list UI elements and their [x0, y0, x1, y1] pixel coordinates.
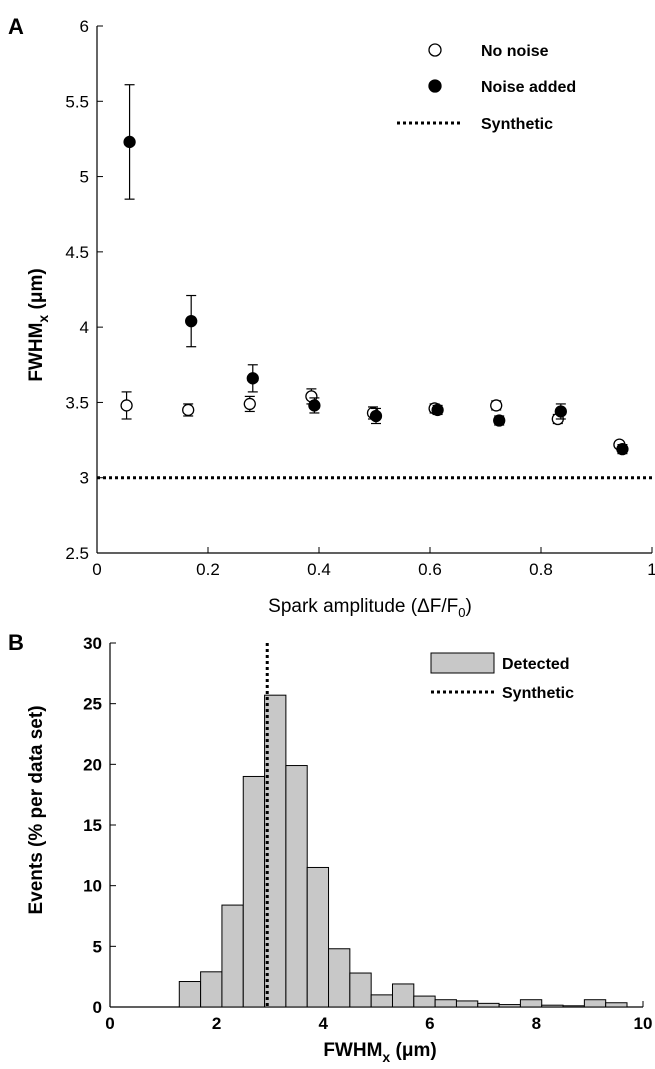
histogram-bar	[477, 1002, 500, 1008]
histogram-bar	[221, 904, 244, 1008]
panel-a-x-tick-label: 1	[647, 560, 655, 579]
point-no-noise	[243, 397, 256, 411]
panel-a-y-tick-label: 2.5	[65, 544, 89, 563]
panel-b-y-tick-label: 30	[83, 634, 102, 653]
point-noise-added	[246, 372, 259, 385]
panel-b-x-tick-label: 4	[318, 1014, 328, 1033]
legend-noise-added-marker	[428, 79, 442, 93]
point-noise-added	[616, 442, 629, 456]
histogram-bar	[349, 972, 372, 1008]
panel-b-y-tick-label: 20	[83, 755, 102, 774]
histogram-bar	[306, 866, 330, 1008]
point-noise-added	[185, 314, 198, 328]
legend-detected-label: Detected	[502, 656, 570, 673]
point-noise-added	[308, 399, 321, 412]
panel-b-x-tick-label: 6	[425, 1014, 434, 1033]
legend-no-noise-label: No noise	[481, 43, 549, 60]
panel-b-y-tick-label: 15	[83, 816, 102, 835]
panel-b-y-tick-label: 10	[83, 877, 102, 896]
legend-synthetic-label-b: Synthetic	[502, 685, 574, 702]
histogram-bar	[541, 1004, 564, 1008]
point-no-noise	[182, 403, 195, 417]
histogram-bar	[455, 1000, 479, 1008]
histogram-bar	[519, 999, 543, 1008]
histogram-bar	[562, 1005, 585, 1008]
histogram-bar	[328, 948, 351, 1008]
point-noise-added	[554, 405, 567, 418]
panel-b-plot	[178, 643, 628, 1008]
panel-b-x-tick-label: 8	[532, 1014, 541, 1033]
legend-synthetic-label-a: Synthetic	[481, 116, 553, 133]
histogram-bar	[434, 999, 457, 1008]
panel-b-xlabel: FWHMx (μm)	[323, 1040, 436, 1065]
histogram-bar	[605, 1002, 628, 1008]
panel-b-legend: Detected Synthetic	[430, 652, 574, 702]
panel-b-x-tick-label: 0	[105, 1014, 114, 1033]
point-no-noise	[490, 399, 503, 412]
histogram-bar	[370, 994, 393, 1008]
panel-b-x-tick-label: 10	[634, 1014, 653, 1033]
histogram-bar	[413, 995, 436, 1008]
panel-a-y-tick-label: 4	[80, 318, 89, 337]
panel-b-y-tick-label: 25	[83, 695, 102, 714]
panel-a-x-tick-label: 0	[92, 560, 101, 579]
panel-a-y-tick-label: 3.5	[65, 393, 89, 412]
panel-a-x-tick-label: 0.4	[307, 560, 331, 579]
panel-a-axes: 0 0.2 0.4 0.6 0.8 1 2.5 3 3.5 4 4.5 5 5.5 6	[65, 17, 655, 579]
point-noise-added	[431, 403, 444, 417]
legend-no-noise-marker	[428, 43, 442, 57]
histogram-bar	[242, 775, 266, 1008]
legend-detected-swatch	[430, 652, 495, 674]
panel-b-y-tick-label: 5	[93, 937, 102, 956]
panel-a-y-tick-label: 4.5	[65, 243, 89, 262]
panel-a-plot	[97, 84, 652, 480]
panel-a-letter: A	[8, 14, 24, 39]
panel-a-x-tick-label: 0.8	[529, 560, 553, 579]
panel-a-y-tick-label: 5.5	[65, 92, 89, 111]
point-no-noise	[120, 399, 133, 412]
panel-a-x-tick-label: 0.2	[196, 560, 220, 579]
panel-b-x-tick-label: 2	[212, 1014, 221, 1033]
point-noise-added	[123, 135, 136, 149]
histogram-bar	[583, 999, 607, 1008]
panel-b-letter: B	[8, 630, 24, 655]
panel-a-legend: No noise Noise added Synthetic	[397, 43, 576, 133]
histogram-bar	[498, 1004, 521, 1008]
histogram-bar	[178, 981, 202, 1008]
histogram-bar	[285, 765, 308, 1008]
panel-a-ylabel: FWHMx (μm)	[26, 268, 51, 381]
panel-b-y-tick-label: 0	[93, 998, 102, 1017]
panel-a-y-tick-label: 3	[80, 469, 89, 488]
histogram-bar	[391, 983, 415, 1008]
legend-noise-added-label: Noise added	[481, 79, 576, 96]
panel-a-y-tick-label: 6	[80, 17, 89, 36]
point-noise-added	[369, 409, 383, 423]
panel-a-xlabel: Spark amplitude (ΔF/F0)	[268, 596, 472, 620]
panel-a-y-tick-label: 5	[80, 168, 89, 187]
panel-b-ylabel: Events (% per data set)	[26, 705, 47, 914]
panel-a-x-tick-label: 0.6	[418, 560, 442, 579]
point-noise-added	[493, 414, 506, 427]
histogram-bar	[200, 971, 223, 1008]
